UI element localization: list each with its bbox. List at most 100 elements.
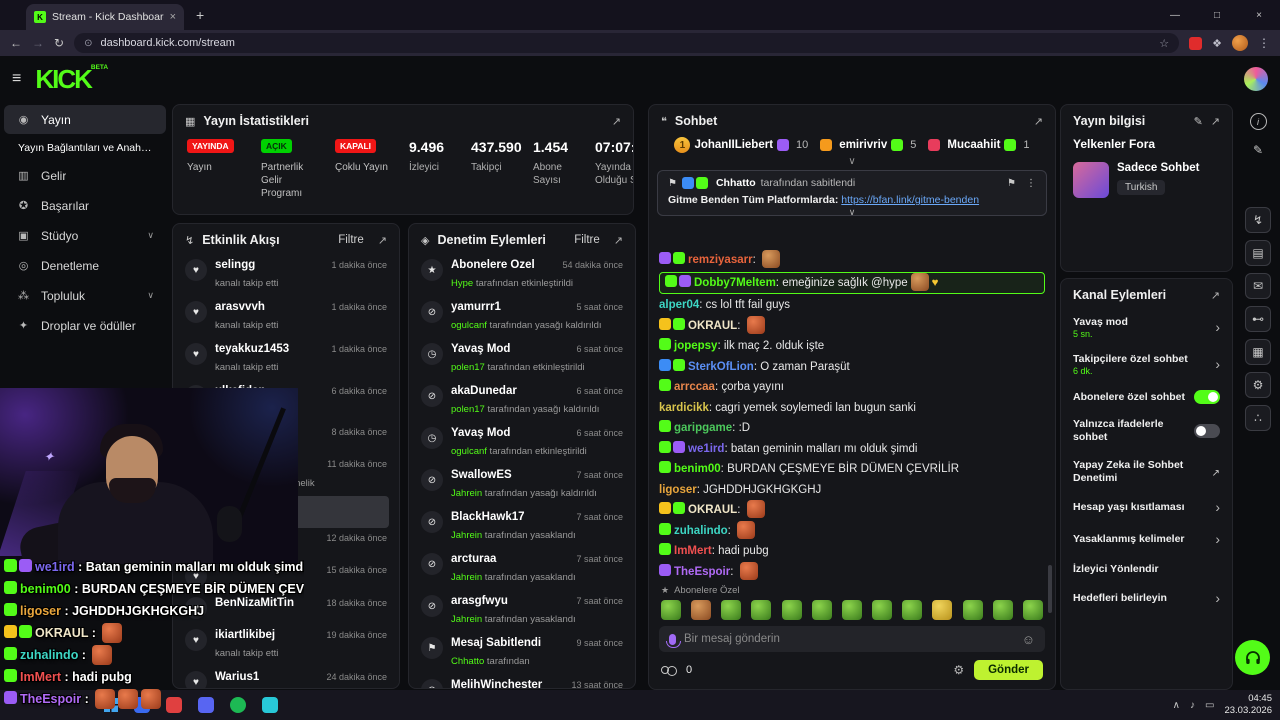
webcam-preview[interactable] <box>0 388 298 564</box>
sidebar-item-droplar[interactable]: ✦ Droplar ve ödüller <box>4 311 166 340</box>
tab-close-icon[interactable]: × <box>169 11 176 23</box>
leaderboard-username[interactable]: Mucaahiit <box>947 139 1001 151</box>
chat-username[interactable]: TheEspoir <box>674 565 731 578</box>
extensions-puzzle-icon[interactable]: ❖ <box>1212 37 1222 50</box>
expand-icon[interactable]: ↗ <box>611 115 621 128</box>
browser-tab[interactable]: K Stream - Kick Dashboard × <box>26 4 184 30</box>
expand-icon[interactable]: ↗ <box>613 234 623 247</box>
moderation-item[interactable]: ⊘ arasgfwyu 7 saat önce Jahrein tarafınd… <box>419 590 625 632</box>
chat-username[interactable]: we1ird <box>688 442 725 455</box>
edit-icon[interactable]: ✎ <box>1193 115 1203 128</box>
moderator-name[interactable]: polen17 <box>451 404 485 415</box>
tray-expand-icon[interactable]: ∧ <box>1172 699 1180 711</box>
user-avatar[interactable] <box>1244 67 1268 91</box>
extension-icon[interactable] <box>1189 36 1203 50</box>
chat-username[interactable]: benim00 <box>674 463 721 475</box>
action-control[interactable] <box>1194 390 1220 405</box>
moderation-target[interactable]: arcturaa <box>451 553 497 565</box>
chat-message[interactable]: alper04: cs lol tft fail guys <box>659 295 1045 316</box>
activity-item[interactable]: ♥ 15 dakika önce <box>183 560 389 592</box>
leaderboard-entry[interactable]: emirivriv 5 <box>820 139 916 151</box>
moderation-item[interactable]: ⚑ Mesaj Sabitlendi 9 saat önce Chhatto t… <box>419 632 625 674</box>
expand-icon[interactable]: ↗ <box>1210 115 1220 128</box>
chat-username[interactable]: kardicikk <box>659 401 709 414</box>
moderation-target[interactable]: Yavaş Mod <box>451 343 511 355</box>
moderator-name[interactable]: polen17 <box>451 362 485 373</box>
chat-settings-icon[interactable]: ⚙ <box>953 663 965 677</box>
moderation-item[interactable]: ⊘ arcturaa 7 saat önce Jahrein tarafında… <box>419 548 625 590</box>
chat-message[interactable]: jopepsy: ilk maç 2. olduk işte <box>659 336 1045 357</box>
action-goals[interactable]: Hedefleri belirleyin <box>1061 583 1232 615</box>
expand-icon[interactable]: ↗ <box>1033 115 1043 128</box>
site-info-icon[interactable]: ⊙ <box>84 37 93 49</box>
action-control[interactable] <box>1215 531 1220 549</box>
maximize-button[interactable]: □ <box>1213 9 1221 21</box>
url-text[interactable]: dashboard.kick.com/stream <box>100 37 235 49</box>
moderation-item[interactable]: ◷ Yavaş Mod 6 saat önce ogulcanf tarafın… <box>419 422 625 464</box>
action-banned-words[interactable]: Yasaklanmış kelimeler <box>1061 524 1232 556</box>
emoji-picker-icon[interactable]: ☺ <box>1021 631 1035 647</box>
action-control[interactable] <box>1212 463 1220 481</box>
quick-emote[interactable] <box>661 600 681 620</box>
follower-name[interactable]: Warius1 <box>215 671 260 683</box>
chat-panel-icon[interactable]: ✉ <box>1245 273 1271 299</box>
action-slow-mode[interactable]: Yavaş mod 5 sn. <box>1061 309 1232 346</box>
taskbar-clock[interactable]: 04:45 23.03.2026 <box>1224 693 1272 717</box>
chat-username[interactable]: arrccaa <box>674 381 715 393</box>
action-control[interactable] <box>1194 424 1220 439</box>
expand-icon[interactable]: ↗ <box>377 234 387 247</box>
filter-button[interactable]: Filtre <box>574 234 600 246</box>
leaderboard-entry[interactable]: 1 JohanIILiebert 10 <box>674 137 808 153</box>
chat-username[interactable]: garipgame <box>674 422 733 434</box>
minimize-button[interactable]: — <box>1170 9 1180 21</box>
moderator-name[interactable]: Hype <box>451 278 474 289</box>
moderation-item[interactable]: ⊘ MelihWinchester 13 saat önce Jahrein t… <box>419 674 625 689</box>
chat-username[interactable]: OKRAUL <box>688 504 738 516</box>
moderation-item[interactable]: ⊘ akaDunedar 6 saat önce polen17 tarafın… <box>419 380 625 422</box>
sidebar-item-basarilar[interactable]: ✪ Başarılar <box>4 191 166 220</box>
activity-item[interactable]: ♥ Warius1 24 dakika önce kanalı takip et… <box>183 666 389 688</box>
chat-message[interactable]: zuhalindo: <box>659 520 1045 542</box>
microphone-icon[interactable] <box>666 633 681 648</box>
apps-panel-icon[interactable]: ▦ <box>1245 339 1271 365</box>
activity-item[interactable]: ♥ teyakkuz1453 1 dakika önce kanalı taki… <box>183 338 389 380</box>
new-tab-button[interactable]: + <box>196 7 205 23</box>
activity-item[interactable]: ♥ BenNizaMitTin 18 dakika önce <box>183 592 389 624</box>
chat-username[interactable]: alper04 <box>659 299 700 311</box>
pinner-name[interactable]: Chhatto <box>715 177 756 189</box>
follower-name[interactable]: BenNizaMitTin <box>215 597 295 609</box>
tray-volume-icon[interactable]: ♪ <box>1190 699 1195 711</box>
chat-username[interactable]: remziyasarr <box>688 254 753 266</box>
taskbar-spotify-icon[interactable] <box>230 697 246 713</box>
chat-username[interactable]: Dobby7Meltem <box>694 276 776 289</box>
action-control[interactable] <box>1215 590 1220 608</box>
chat-message[interactable]: SterkOfLion: O zaman Paraşüt <box>659 357 1045 378</box>
action-subscribers-only[interactable]: Abonelere özel sohbet <box>1061 383 1232 411</box>
moderator-name[interactable]: Chhatto <box>451 656 485 667</box>
moderation-target[interactable]: arasgfwyu <box>451 595 508 607</box>
bookmark-star-icon[interactable]: ☆ <box>1159 37 1170 50</box>
quick-emote[interactable] <box>932 600 953 620</box>
chat-username[interactable]: ligoser <box>659 483 697 496</box>
quick-emote[interactable] <box>1022 600 1043 620</box>
moderation-target[interactable]: MelihWinchester <box>451 679 543 689</box>
follower-name[interactable]: selingg <box>215 259 256 271</box>
browser-menu-icon[interactable]: ⋮ <box>1258 36 1270 50</box>
chat-username[interactable]: OKRAUL <box>688 319 738 332</box>
reload-icon[interactable]: ↻ <box>54 36 65 50</box>
moderation-target[interactable]: SwallowES <box>451 469 512 481</box>
moderation-item[interactable]: ⊘ yamurrr1 5 saat önce ogulcanf tarafınd… <box>419 296 625 338</box>
sidebar-item-topluluk[interactable]: ⁂ Topluluk ∨ <box>4 281 166 310</box>
chat-message[interactable]: ImMert: hadi pubg <box>659 541 1045 562</box>
quick-emote[interactable] <box>841 600 862 620</box>
leaderboard-entry[interactable]: Mucaahiit 1 <box>928 139 1030 151</box>
support-chat-button[interactable] <box>1235 640 1270 675</box>
taskbar-app-icon[interactable] <box>262 697 278 713</box>
chat-message[interactable]: TheEspoir: <box>659 561 1045 583</box>
viewer-list-icon[interactable] <box>661 665 677 676</box>
moderator-name[interactable]: Jahrein <box>451 530 483 541</box>
leaderboard-collapse-icon[interactable]: ∨ <box>848 156 856 167</box>
moderation-target[interactable]: akaDunedar <box>451 385 517 397</box>
sidebar-item-denetleme[interactable]: ◎ Denetleme <box>4 251 166 280</box>
chat-message[interactable]: arrccaa: çorba yayını <box>659 377 1045 398</box>
